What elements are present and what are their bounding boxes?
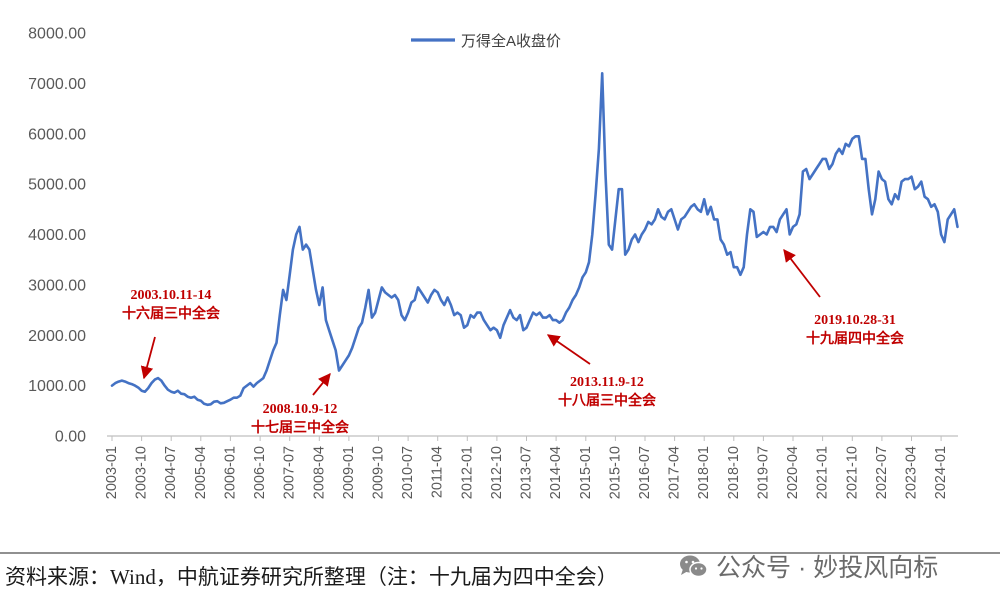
annotation-arrow <box>140 336 156 380</box>
x-tick-label: 2022-07 <box>874 446 890 499</box>
annotation-date: 2008.10.9-12 <box>263 402 338 417</box>
x-axis-tick-labels: 2003-01 2003-10 2004-07 2005-04 2006-01 2006-… <box>104 436 949 499</box>
watermark: 公众号 · 妙投风向标 <box>680 554 938 582</box>
annotation-date: 2019.10.28-31 <box>814 313 896 328</box>
x-tick-label: 2018-10 <box>726 446 742 499</box>
x-tick-label: 2005-04 <box>193 446 209 499</box>
x-tick-label: 2012-01 <box>459 446 475 499</box>
y-tick-label: 2000.00 <box>28 328 86 345</box>
annotation-2003: 2003.10.11-14 十六届三中全会 <box>122 288 221 380</box>
x-tick-label: 2011-04 <box>430 446 446 498</box>
x-tick-label: 2021-10 <box>844 446 860 499</box>
series-group <box>110 72 959 407</box>
x-tick-label: 2024-01 <box>933 446 949 499</box>
series-line-0 <box>110 72 959 407</box>
x-tick-label: 2018-01 <box>696 446 712 499</box>
annotation-2008: 2008.10.9-12 十七届三中全会 <box>251 373 350 436</box>
x-tick-label: 2012-10 <box>489 446 505 499</box>
annotation-event: 十九届四中全会 <box>806 330 905 347</box>
x-tick-label: 2008-04 <box>311 446 327 499</box>
x-tick-label: 2015-10 <box>607 446 623 499</box>
y-tick-label: 4000.00 <box>28 227 86 244</box>
y-tick-label: 6000.00 <box>28 126 86 143</box>
y-tick-label: 1000.00 <box>28 378 86 395</box>
annotations: 2003.10.11-14 十六届三中全会 2008.10.9-12 十七届三中… <box>122 248 905 436</box>
annotation-arrow <box>783 248 821 298</box>
annotation-date: 2013.11.9-12 <box>570 375 644 390</box>
x-tick-label: 2009-10 <box>371 446 387 499</box>
x-tick-label: 2006-10 <box>252 446 268 499</box>
x-tick-label: 2010-07 <box>400 446 416 499</box>
y-tick-label: 8000.00 <box>28 26 86 43</box>
x-tick-label: 2015-01 <box>578 446 594 499</box>
x-tick-label: 2020-04 <box>785 446 801 499</box>
x-tick-label: 2009-01 <box>341 446 357 499</box>
watermark-text: 公众号 · 妙投风向标 <box>716 554 938 582</box>
y-tick-label: 3000.00 <box>28 277 86 294</box>
annotation-event: 十六届三中全会 <box>122 305 221 322</box>
x-tick-label: 2006-01 <box>222 446 238 499</box>
y-tick-label: 0.00 <box>55 429 86 446</box>
annotation-arrow <box>546 334 591 365</box>
legend: 万得全A收盘价 <box>411 32 561 50</box>
x-tick-label: 2017-04 <box>667 446 683 499</box>
x-tick-label: 2016-07 <box>637 446 653 499</box>
y-axis-tick-labels: 0.00 1000.00 2000.00 3000.00 4000.00 5000.00 6… <box>28 26 86 446</box>
annotation-2013: 2013.11.9-12 十八届三中全会 <box>546 334 657 409</box>
x-tick-label: 2004-07 <box>163 446 179 499</box>
x-tick-label: 2003-01 <box>104 446 120 499</box>
source-note: 资料来源：Wind，中航证券研究所整理（注：十九届为四中全会） <box>5 565 618 589</box>
x-tick-label: 2021-01 <box>815 446 831 499</box>
y-tick-label: 7000.00 <box>28 76 86 93</box>
x-tick-label: 2019-07 <box>755 446 771 499</box>
x-tick-label: 2023-04 <box>904 446 920 499</box>
annotation-arrow <box>312 373 331 396</box>
x-tick-label: 2013-07 <box>519 446 535 499</box>
annotation-2019: 2019.10.28-31 十九届四中全会 <box>783 248 905 347</box>
x-tick-label: 2014-04 <box>548 446 564 499</box>
annotation-event: 十七届三中全会 <box>251 419 350 436</box>
legend-label: 万得全A收盘价 <box>461 32 561 50</box>
annotation-event: 十八届三中全会 <box>558 392 657 409</box>
x-tick-label: 2007-07 <box>282 446 298 499</box>
y-tick-label: 5000.00 <box>28 177 86 194</box>
annotation-date: 2003.10.11-14 <box>131 288 212 303</box>
wechat-icon <box>680 555 708 578</box>
x-tick-label: 2003-10 <box>134 446 150 499</box>
